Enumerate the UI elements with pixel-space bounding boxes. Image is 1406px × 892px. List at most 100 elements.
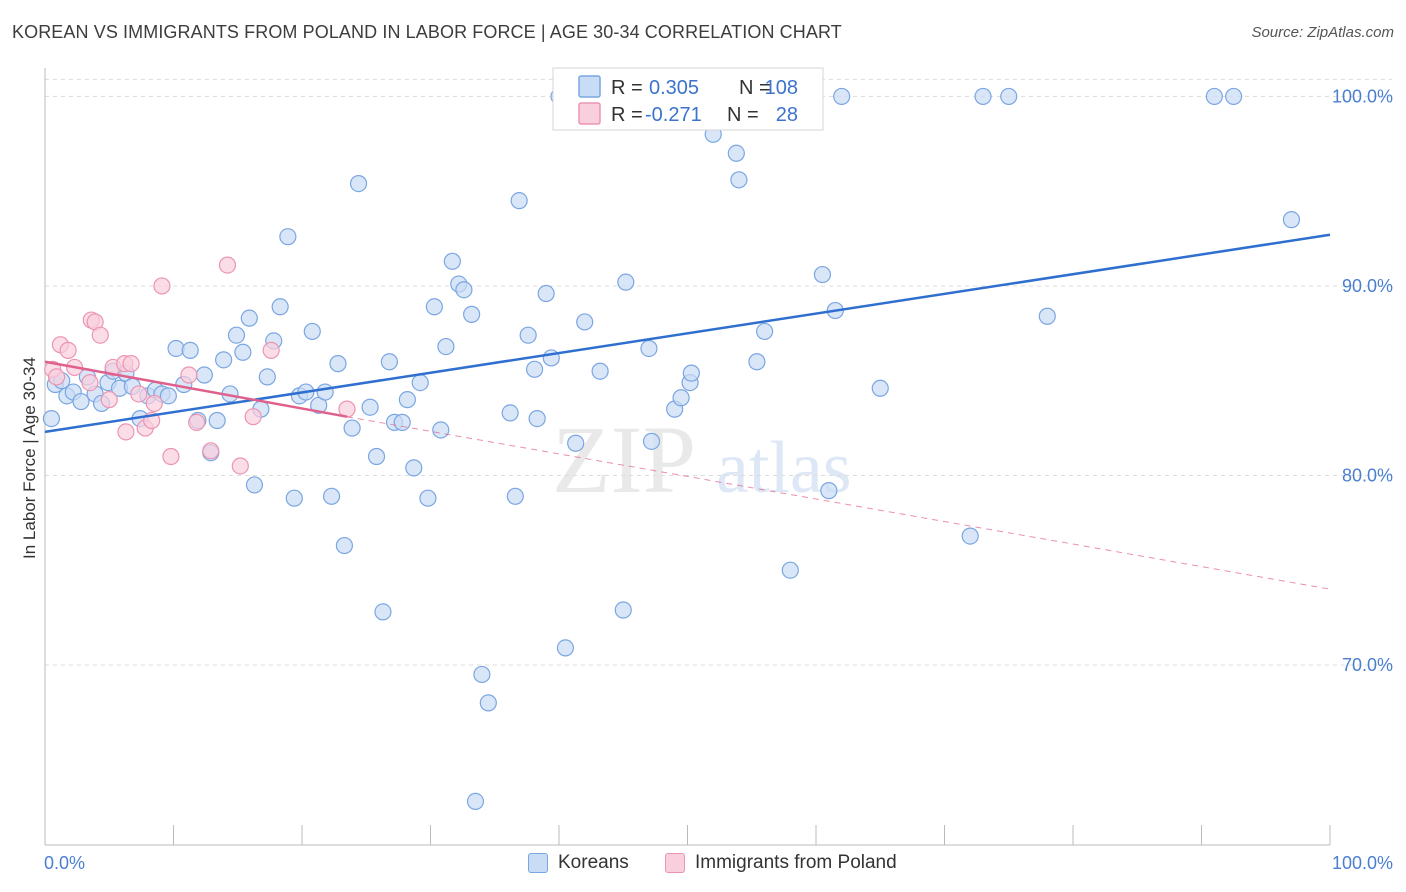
korean-point xyxy=(479,694,497,712)
korean-point xyxy=(466,792,485,811)
poland-point xyxy=(100,391,118,409)
korean-point xyxy=(1282,211,1301,229)
korean-point xyxy=(195,366,213,384)
korean-point xyxy=(833,87,851,106)
poland-point xyxy=(59,341,77,359)
poland-point xyxy=(218,256,237,274)
korean-point xyxy=(556,639,575,657)
legend-n-label-1: N = xyxy=(739,77,771,99)
korean-point xyxy=(405,459,423,477)
korean-point xyxy=(72,392,90,411)
legend-label-koreans: Koreans xyxy=(558,852,629,873)
poland-point xyxy=(180,366,198,384)
axes xyxy=(44,68,1331,846)
korean-point xyxy=(820,482,838,500)
legend-n-value-2: 28 xyxy=(776,104,798,126)
trend-line-poland xyxy=(44,360,348,418)
korean-point xyxy=(322,487,341,505)
korean-point xyxy=(528,409,546,428)
bottom-legend: Koreans Immigrants from Poland xyxy=(0,852,1406,880)
poland-point xyxy=(262,341,280,359)
chart-title: KOREAN VS IMMIGRANTS FROM POLAND IN LABO… xyxy=(12,22,842,42)
poland-point xyxy=(117,423,135,441)
korean-point xyxy=(640,339,658,358)
korean-point xyxy=(1000,87,1018,106)
poland-point xyxy=(81,373,99,392)
x-tick-label-min: 0.0% xyxy=(44,853,85,873)
legend-r-label-2: R = xyxy=(611,104,643,126)
watermark: ZIP atlas xyxy=(552,406,852,513)
trend-lines xyxy=(44,233,1331,590)
korean-point xyxy=(974,87,992,106)
korean-point xyxy=(567,434,585,452)
korean-point xyxy=(755,322,774,341)
korean-point xyxy=(167,339,185,358)
korean-point xyxy=(419,489,437,507)
korean-point xyxy=(367,447,386,466)
legend-r-label-1: R = xyxy=(611,77,643,99)
korean-point xyxy=(961,527,979,545)
korean-point xyxy=(279,228,297,246)
korean-point xyxy=(682,364,700,382)
legend-item-poland: Immigrants from Poland xyxy=(665,852,897,874)
korean-point xyxy=(591,362,609,380)
korean-point xyxy=(374,603,392,621)
legend-n-label-2: N = xyxy=(727,104,759,126)
korean-point xyxy=(234,343,252,361)
korean-point xyxy=(871,379,889,397)
korean-point xyxy=(181,341,199,359)
korean-point xyxy=(208,411,226,430)
korean-point xyxy=(617,273,635,291)
korean-point xyxy=(411,373,429,392)
poland-point xyxy=(244,408,262,426)
poland-point xyxy=(231,457,249,475)
korean-point xyxy=(227,326,246,344)
tick-labels: 70.0% 80.0% 90.0% 100.0% 0.0% 100.0% xyxy=(44,86,1393,873)
korean-point xyxy=(343,419,361,437)
korean-point xyxy=(473,665,491,684)
korean-point xyxy=(285,489,303,507)
korean-point xyxy=(748,353,766,371)
y-tick-label: 80.0% xyxy=(1342,465,1393,485)
legend-swatch-koreans xyxy=(578,75,601,98)
y-tick-label: 100.0% xyxy=(1332,86,1393,106)
korean-point xyxy=(813,265,832,284)
poland-point xyxy=(91,326,109,344)
korean-point xyxy=(42,409,61,428)
korean-point xyxy=(506,487,524,505)
korean-point xyxy=(1038,307,1056,325)
korean-point xyxy=(425,298,443,316)
poland-point xyxy=(153,277,171,295)
legend-swatch-poland xyxy=(665,853,685,873)
korean-point xyxy=(501,404,519,422)
watermark-zip: ZIP xyxy=(552,406,696,513)
korean-point xyxy=(398,391,416,409)
korean-point xyxy=(329,355,347,373)
korean-point xyxy=(240,309,258,327)
y-axis-label: In Labor Force | Age 30-34 xyxy=(20,357,39,559)
legend-item-koreans: Koreans xyxy=(528,852,629,874)
korean-point xyxy=(349,175,368,193)
korean-point xyxy=(519,326,537,344)
trend-line-poland-extension xyxy=(346,416,1331,590)
korean-point xyxy=(432,421,450,439)
poland-point xyxy=(130,385,148,403)
korean-point xyxy=(258,368,276,386)
x-tick-label-max: 100.0% xyxy=(1332,853,1393,873)
korean-point xyxy=(159,387,177,405)
source-credit: Source: ZipAtlas.com xyxy=(1251,24,1394,41)
correlation-legend: R = 0.305 N = 108 R = -0.271 N = 28 xyxy=(552,67,824,131)
legend-label-poland: Immigrants from Poland xyxy=(695,852,897,873)
korean-point xyxy=(443,252,461,270)
poland-point xyxy=(188,413,206,431)
legend-swatch-koreans xyxy=(528,853,548,873)
korean-point xyxy=(335,536,354,555)
legend-r-value-2: -0.271 xyxy=(645,104,702,126)
korean-point xyxy=(1225,87,1243,106)
y-tick-label: 70.0% xyxy=(1342,655,1393,675)
korean-point xyxy=(316,383,334,401)
legend-r-value-1: 0.305 xyxy=(649,77,699,99)
korean-point xyxy=(393,413,411,431)
korean-point xyxy=(455,281,473,299)
korean-point xyxy=(361,398,379,416)
